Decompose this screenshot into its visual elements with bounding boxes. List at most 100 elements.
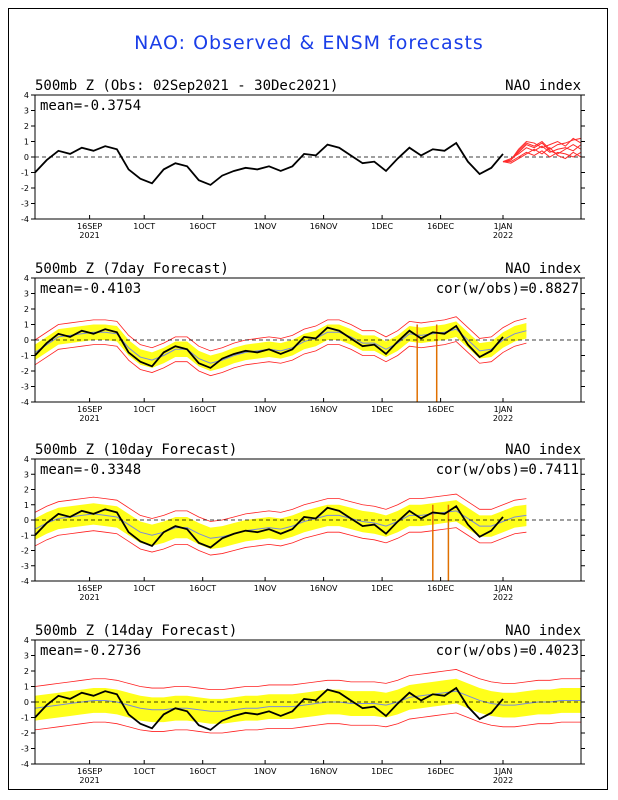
forecast-member-line [503,150,582,163]
y-tick-label: -4 [21,577,29,586]
panel-title: 500mb Z (7day Forecast) [35,261,229,277]
x-tick-label: 1DEC [371,584,393,593]
x-tick-label: 16NOV [310,767,338,776]
observed-line [34,505,504,549]
y-tick-label: -2 [21,367,29,376]
x-tick-sublabel: 2022 [493,776,513,785]
panel-mean-label: mean=-0.4103 [40,281,141,297]
ensemble-mean-line [34,690,581,712]
x-tick-label: 1OCT [133,767,155,776]
x-tick-label: 16NOV [310,405,338,414]
x-tick-sublabel: 2022 [493,231,513,240]
x-tick-label: 1OCT [133,584,155,593]
x-tick-label: 1DEC [371,405,393,414]
x-tick-label: 1JAN [494,222,513,231]
y-tick-label: 0 [24,516,29,525]
spread-upper-edge [34,493,527,522]
x-tick-sublabel: 2021 [79,593,99,602]
y-tick-label: -3 [21,745,29,754]
spread-band [35,500,527,549]
x-tick-label: 1OCT [133,222,155,231]
x-tick-label: 16NOV [310,222,338,231]
y-tick-label: -1 [21,714,29,723]
y-tick-label: 3 [24,652,29,661]
y-tick-label: 4 [24,91,29,100]
spread-lower-edge [34,527,527,556]
y-tick-label: -4 [21,215,29,224]
y-tick-label: 0 [24,336,29,345]
x-tick-label: 1JAN [494,584,513,593]
ensemble-mean-line [34,510,527,539]
x-tick-sublabel: 2021 [79,776,99,785]
x-tick-label: 1JAN [494,405,513,414]
y-tick-label: 2 [24,305,29,314]
panel-right-label: NAO index [505,78,581,94]
y-tick-label: 2 [24,486,29,495]
y-tick-label: 3 [24,107,29,116]
y-tick-label: -1 [21,169,29,178]
y-tick-label: 3 [24,290,29,299]
x-tick-sublabel: 2022 [493,414,513,423]
y-tick-label: 4 [24,455,29,464]
y-tick-label: 1 [24,138,29,147]
panel-right-label: NAO index [505,261,581,277]
panel-right-label: NAO index [505,442,581,458]
panel-right-label: NAO index [505,623,581,639]
spread-lower-edge [34,341,527,377]
x-tick-label: 16DEC [427,584,454,593]
panel-title: 500mb Z (14day Forecast) [35,623,237,639]
observed-line [34,686,504,731]
panel-cor-label: cor(w/obs)=0.8827 [436,281,579,297]
x-tick-label: 16SEP [77,405,102,414]
x-tick-label: 1NOV [254,584,277,593]
y-tick-label: -3 [21,383,29,392]
panel-title: 500mb Z (10day Forecast) [35,442,237,458]
forecast-member-line [502,137,582,163]
figure-frame [8,8,608,790]
x-tick-label: 16OCT [189,767,216,776]
x-tick-label: 16OCT [189,222,216,231]
x-tick-label: 16SEP [77,222,102,231]
y-tick-label: 0 [24,698,29,707]
y-tick-label: 1 [24,501,29,510]
y-tick-label: -1 [21,531,29,540]
x-tick-label: 1NOV [254,767,277,776]
y-tick-label: -3 [21,200,29,209]
x-tick-sublabel: 2021 [79,231,99,240]
y-tick-label: 1 [24,683,29,692]
panel-title: 500mb Z (Obs: 02Sep2021 - 30Dec2021) [35,78,338,94]
forecast-member-line [502,147,582,164]
spread-lower-edge [34,712,581,734]
y-tick-label: -3 [21,562,29,571]
y-tick-label: -1 [21,352,29,361]
x-tick-label: 1OCT [133,405,155,414]
x-tick-label: 1NOV [254,405,277,414]
y-tick-label: 1 [24,321,29,330]
spread-band [35,678,581,724]
x-tick-label: 16SEP [77,767,102,776]
panel-cor-label: cor(w/obs)=0.7411 [436,462,579,478]
panel-mean-label: mean=-0.3348 [40,462,141,478]
panel-mean-label: mean=-0.2736 [40,643,141,659]
spread-upper-edge [34,669,581,690]
spread-upper-edge [34,316,527,352]
forecast-member-line [502,142,582,163]
panel-mean-label: mean=-0.3754 [40,98,141,114]
x-tick-label: 16SEP [77,584,102,593]
forecast-member-line [502,137,582,163]
x-tick-label: 1DEC [371,767,393,776]
x-tick-label: 1JAN [494,767,513,776]
observed-line [34,324,504,369]
x-tick-label: 16DEC [427,767,454,776]
y-tick-label: 0 [24,153,29,162]
y-tick-label: -2 [21,547,29,556]
x-tick-label: 16OCT [189,405,216,414]
x-tick-label: 16NOV [310,584,338,593]
y-tick-label: 4 [24,274,29,283]
y-tick-label: 3 [24,470,29,479]
y-tick-label: 2 [24,667,29,676]
x-tick-label: 1NOV [254,222,277,231]
